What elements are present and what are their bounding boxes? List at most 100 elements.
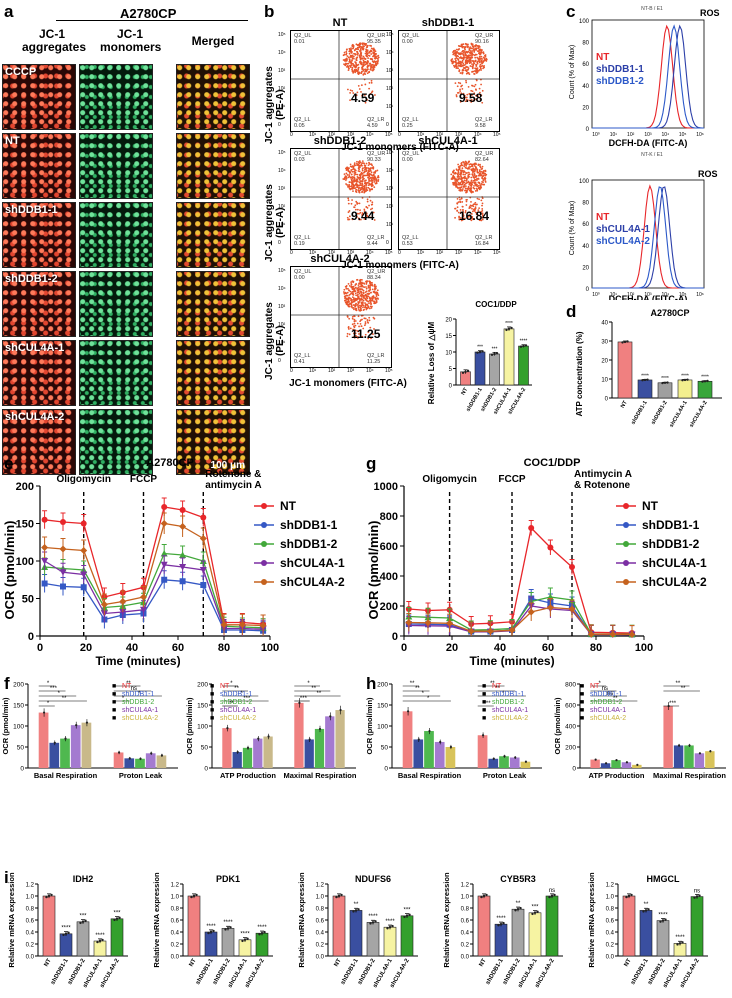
- ytick-label: 200: [377, 682, 388, 689]
- micrograph-nt-red: NT: [2, 133, 76, 199]
- bar: [489, 353, 500, 386]
- bar: [93, 940, 107, 957]
- col-header-monomers: JC-1 monomers: [100, 27, 162, 54]
- panel-label-f: f: [4, 674, 10, 693]
- flow-xtick: 10⁵: [385, 132, 393, 138]
- bar: [113, 752, 124, 768]
- data-point: [224, 928, 227, 931]
- ytick-label: 0.0: [606, 955, 615, 961]
- ytick-label: 15: [445, 334, 452, 340]
- sig-label: ns: [694, 888, 700, 894]
- flow-xtick: 10⁴: [366, 132, 374, 138]
- data-point: [160, 754, 164, 757]
- data-point: [492, 757, 495, 760]
- panel-label-c: c: [566, 2, 576, 21]
- data-marker: [160, 561, 168, 569]
- micrograph-shddb1-2-green: [79, 271, 153, 337]
- ytick-label: 600: [380, 541, 398, 553]
- chart-title: CYB5R3: [500, 874, 536, 884]
- ytick-label: 0: [392, 631, 398, 643]
- sig-label: ***: [403, 908, 411, 914]
- data-point: [495, 351, 499, 355]
- ytick-label: 150: [16, 519, 34, 531]
- quadrant-label: Q2_LR 9.58: [475, 117, 493, 129]
- flow-xtick: 0: [290, 368, 293, 374]
- sig-label: ***: [300, 696, 308, 702]
- sig-label: **: [415, 686, 420, 692]
- sig-label: **: [681, 686, 686, 692]
- data-point: [64, 932, 68, 935]
- injection-label: antimycin A: [205, 480, 261, 491]
- chart-title: HMGCL: [647, 874, 680, 884]
- xtick-label: 10²: [627, 132, 635, 138]
- ytick-label: 0.8: [26, 907, 35, 913]
- data-marker: [60, 519, 66, 525]
- xtick-label: 10³: [644, 292, 652, 298]
- legend-label: NT: [280, 499, 297, 513]
- data-marker: [100, 601, 108, 608]
- bar: [242, 747, 253, 768]
- flow-ytick: 10⁵: [386, 150, 394, 156]
- ytick-label: 0: [449, 384, 453, 390]
- c-ylabel-1: Count (% of Max): [569, 45, 576, 99]
- ytick-label: 5: [449, 367, 453, 373]
- ytick-label: 60: [582, 62, 589, 68]
- c-title-2: ROS: [698, 169, 718, 179]
- data-marker: [60, 583, 66, 590]
- legend-label: NT: [596, 212, 609, 223]
- data-point: [519, 345, 523, 348]
- data-point: [79, 921, 82, 925]
- sig-label: ***: [477, 345, 483, 351]
- bar: [135, 758, 145, 768]
- axis-ylabel: Relative mRNA expression: [297, 872, 306, 968]
- data-point: [688, 744, 691, 747]
- data-marker: [161, 504, 168, 510]
- ytick-label: 0.2: [606, 943, 615, 949]
- ytick-label: 20: [445, 318, 452, 324]
- legend-label: shCUL4A-1: [122, 707, 158, 714]
- data-point: [615, 759, 618, 762]
- legend-label: shDDB1-1: [122, 691, 154, 698]
- data-point: [553, 893, 556, 897]
- chart-b-bar: COC1/DDP Relative Loss of △ψM 0 5 10 15 20 NT…: [427, 300, 532, 415]
- sig-label: ****: [681, 373, 689, 379]
- data-point: [681, 379, 684, 382]
- col-header-merged: Merged: [191, 34, 235, 48]
- data-point: [493, 352, 496, 356]
- data-point: [666, 381, 669, 384]
- flow-ytick: 0: [386, 122, 389, 128]
- group-label: Proton Leak: [119, 771, 163, 780]
- quadrant-label: Q2_UL 0.00: [402, 151, 420, 163]
- legend-label: shCUL4A-2: [642, 575, 707, 589]
- flow-percent: 9.44: [351, 209, 375, 223]
- c-header-2: NT-K / E1: [641, 152, 663, 158]
- data-point: [641, 379, 644, 382]
- sig-label: *: [138, 691, 141, 697]
- ytick-label: 0.4: [26, 931, 35, 937]
- data-point: [335, 895, 338, 899]
- ytick-label: 200: [380, 601, 398, 613]
- ytick-label: 1.2: [606, 883, 615, 889]
- g-xlabel: Time (minutes): [469, 654, 554, 668]
- data-point: [45, 895, 48, 899]
- data-point: [64, 737, 67, 740]
- data-point: [439, 740, 442, 744]
- ytick-label: 20: [582, 105, 589, 111]
- sig-label: **: [495, 686, 500, 692]
- flow-xtick: 10³: [455, 250, 463, 256]
- data-point: [647, 908, 650, 911]
- group-label: ATP Production: [589, 771, 645, 780]
- data-point: [698, 894, 701, 897]
- sig-label: **: [613, 696, 618, 702]
- sig-label: **: [126, 681, 131, 687]
- data-marker: [199, 535, 207, 542]
- data-marker: [528, 525, 535, 531]
- ytick-label: 40: [582, 84, 589, 90]
- legend-marker: ■: [580, 707, 584, 714]
- category-label: NT: [460, 386, 469, 396]
- data-point: [84, 919, 87, 922]
- sig-label: ****: [257, 925, 267, 931]
- legend-label: shCUL4A-1: [220, 707, 256, 714]
- legend-marker: ■: [210, 691, 214, 698]
- data-point: [226, 727, 229, 730]
